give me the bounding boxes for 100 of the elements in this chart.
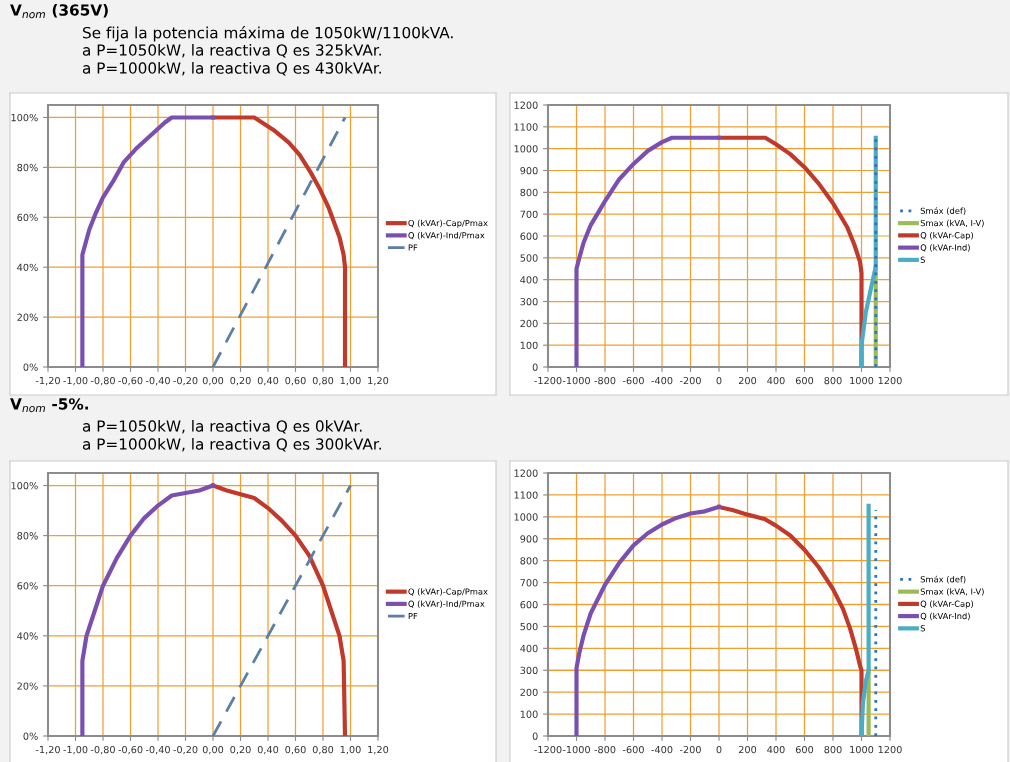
x-tick-label: 0,20 <box>230 745 251 755</box>
line-series <box>859 503 871 736</box>
x-tick-label: 800 <box>824 376 842 385</box>
y-tick-label: 400 <box>520 644 538 653</box>
x-tick-label: 400 <box>767 376 785 385</box>
x-tick-label: -400 <box>651 745 673 754</box>
chart-title: V$_{nom}$ (365V) <box>10 4 108 19</box>
x-tick-label: 0,80 <box>312 376 334 386</box>
y-tick-label: 200 <box>520 688 538 696</box>
y-tick-label: 0 <box>532 363 538 371</box>
y-tick-label: 1200 <box>514 469 538 477</box>
x-tick-label: 0,40 <box>257 376 279 386</box>
text: Se fija la potencia máxima de 1050kW/1100kVA. <box>83 26 453 42</box>
legend-label: Q (kVAr)-Ind/Pmax <box>408 600 485 608</box>
y-tick-label: 1100 <box>514 491 538 499</box>
x-tick-label: -1000 <box>562 376 590 385</box>
y-tick-label: 20% <box>17 313 38 321</box>
x-tick-label: 200 <box>738 376 757 385</box>
x-tick-label: -200 <box>679 376 701 385</box>
x-tick-label: 1,20 <box>368 745 389 755</box>
x-tick-label: -600 <box>622 376 644 385</box>
x-tick-label: 0,60 <box>285 376 306 386</box>
legend-label: S <box>920 625 925 632</box>
x-tick-label: 600 <box>795 745 814 754</box>
x-tick-label: -1,00 <box>63 745 88 755</box>
legend-label: Smáx (def) <box>920 575 966 584</box>
legend-label: Q (kVAr-Cap) <box>920 231 973 241</box>
x-tick-label: -1,20 <box>35 745 60 755</box>
y-tick-label: 500 <box>520 254 538 262</box>
x-tick-label: -600 <box>622 745 644 754</box>
legend-label: Q (kVAr-Ind) <box>920 612 970 621</box>
y-tick-label: 300 <box>520 297 538 306</box>
x-tick-label: 0,80 <box>312 745 334 755</box>
text: a P=1050kW, la reactiva Q es 0kVAr. <box>82 420 362 434</box>
line-series <box>574 135 722 367</box>
x-tick-label: 600 <box>795 376 814 385</box>
x-tick-label: 0,00 <box>202 745 224 755</box>
x-tick-label: 1000 <box>850 745 874 754</box>
x-tick-label: 1,00 <box>340 376 361 386</box>
chart-title: V$_{nom}$ -5%. <box>10 398 88 413</box>
y-tick-label: 40% <box>17 263 38 272</box>
legend-label: Smax (kVA, I-V) <box>920 588 984 596</box>
y-tick-label: 900 <box>520 535 538 543</box>
x-tick-label: -0,20 <box>173 745 198 755</box>
legend-label: S <box>920 256 925 263</box>
legend-label: Smáx (def) <box>920 207 966 215</box>
x-tick-label: -1,00 <box>63 376 88 386</box>
y-tick-label: 500 <box>520 622 538 631</box>
x-tick-label: 400 <box>767 745 785 754</box>
y-tick-label: 100 <box>520 341 538 349</box>
x-tick-label: -800 <box>594 745 616 754</box>
y-tick-label: 100% <box>11 113 38 122</box>
x-tick-label: 0,40 <box>257 745 279 755</box>
y-tick-label: 400 <box>520 276 538 284</box>
x-tick-label: -0,60 <box>118 376 143 386</box>
x-tick-label: 0 <box>716 376 722 385</box>
y-tick-label: 700 <box>520 210 538 218</box>
y-tick-label: 100% <box>11 482 38 490</box>
x-tick-label: -0,40 <box>145 376 170 386</box>
x-tick-label: 1,20 <box>368 376 389 386</box>
x-tick-label: 1000 <box>850 376 874 385</box>
text: a P=1000kW, la reactiva Q es 430kVAr. <box>82 62 381 76</box>
x-tick-label: -1200 <box>534 745 562 754</box>
legend-label: PF <box>408 612 418 620</box>
x-tick-label: -1000 <box>562 745 590 754</box>
y-tick-label: 40% <box>17 632 38 640</box>
x-tick-label: 0,00 <box>202 376 224 386</box>
x-tick-label: 0,20 <box>230 376 251 386</box>
text: a P=1000kW, la reactiva Q es 300kVAr. <box>82 438 381 452</box>
y-tick-label: 0% <box>23 732 38 740</box>
legend-label: Q (kVAr)-Cap/Pmax <box>408 219 488 228</box>
legend-label: Q (kVAr-Ind) <box>920 244 970 252</box>
y-tick-label: 600 <box>520 232 538 240</box>
y-tick-label: 0% <box>23 363 38 371</box>
x-tick-label: -0,20 <box>173 376 198 386</box>
x-tick-label: 1,00 <box>340 745 361 755</box>
line-series <box>80 115 216 367</box>
x-tick-label: -1,20 <box>35 376 60 386</box>
y-tick-label: 20% <box>17 682 38 690</box>
x-tick-label: 200 <box>738 745 757 754</box>
x-tick-label: -200 <box>679 745 701 754</box>
y-tick-label: 1100 <box>514 123 538 131</box>
legend-label: Q (kVAr)-Ind/Pmax <box>408 231 485 240</box>
x-tick-label: -1200 <box>534 376 562 385</box>
y-tick-label: 200 <box>520 319 538 328</box>
x-tick-label: -400 <box>651 376 673 385</box>
x-tick-label: -0,40 <box>145 745 170 755</box>
text: a P=1050kW, la reactiva Q es 325kVAr. <box>82 44 381 58</box>
line-series <box>574 504 722 736</box>
legend-label: Smax (kVA, I-V) <box>920 219 984 228</box>
line-series <box>80 483 216 736</box>
y-tick-label: 1200 <box>514 101 538 109</box>
x-tick-label: -0,60 <box>118 745 143 755</box>
y-tick-label: 0 <box>532 732 538 740</box>
x-tick-label: -0,80 <box>90 745 115 755</box>
y-tick-label: 800 <box>520 188 538 197</box>
y-tick-label: 80% <box>17 163 38 172</box>
legend-label: PF <box>408 244 418 251</box>
y-tick-label: 700 <box>520 579 538 587</box>
y-tick-label: 900 <box>520 166 538 175</box>
